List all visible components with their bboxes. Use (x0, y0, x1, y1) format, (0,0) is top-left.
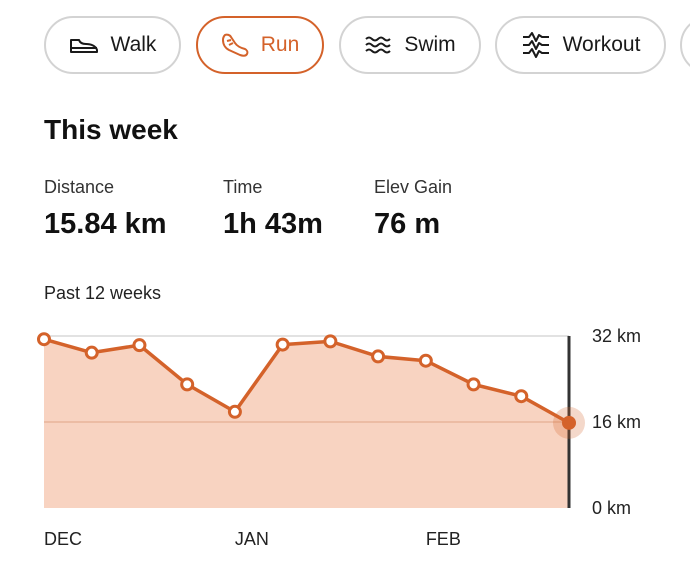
chart-point (514, 389, 529, 404)
time-value: 1h 43m (223, 208, 323, 240)
chart-point (418, 353, 433, 368)
stat-time: Time 1h 43m (223, 177, 323, 241)
shoe-icon (69, 35, 99, 55)
chart-point (466, 377, 481, 392)
chart-period-label: Past 12 weeks (44, 283, 162, 303)
tab-workout[interactable]: Workout (495, 16, 666, 74)
tab-run-label: Run (260, 33, 300, 56)
chart-point (132, 338, 147, 353)
time-label: Time (223, 177, 263, 197)
tab-run[interactable]: Run (196, 16, 324, 74)
chart-series-line (43, 337, 570, 425)
chart-x-tick-label: FEB (426, 529, 461, 549)
chart-y-tick-label: 32 km (592, 326, 641, 346)
chart-point-current (562, 415, 576, 430)
week-title: This week (44, 114, 178, 145)
chart-point (371, 349, 386, 364)
tab-walk[interactable]: Walk (44, 16, 181, 74)
tab-swim-label: Swim (404, 33, 456, 56)
tab-swim[interactable]: Swim (339, 16, 481, 74)
tab-workout-label: Workout (562, 33, 641, 56)
chart-point (275, 337, 290, 352)
waves-icon (364, 34, 392, 56)
running-shoe-icon (221, 32, 249, 58)
stat-elev-gain: Elev Gain 76 m (374, 177, 452, 241)
distance-label: Distance (44, 177, 115, 197)
chart-x-tick-label: DEC (44, 529, 82, 549)
chart-area-fill (44, 339, 569, 508)
chart-point (323, 334, 338, 349)
chart-point (227, 404, 242, 419)
chart-point (180, 377, 195, 392)
chart-point (84, 345, 99, 360)
tab-walk-label: Walk (110, 33, 157, 56)
stat-distance: Distance 15.84 km (44, 177, 167, 241)
chart-x-tick-label: JAN (235, 529, 269, 549)
elev-gain-label: Elev Gain (374, 177, 453, 197)
elev-gain-value: 76 m (374, 208, 441, 240)
activity-tabs: Walk Run Swim Wor (44, 16, 690, 74)
distance-value: 15.84 km (44, 208, 167, 240)
chart-y-tick-label: 16 km (592, 412, 641, 432)
chart-point (37, 332, 51, 347)
heart-rate-icon (521, 32, 551, 58)
chart-y-tick-label: 0 km (592, 498, 631, 518)
